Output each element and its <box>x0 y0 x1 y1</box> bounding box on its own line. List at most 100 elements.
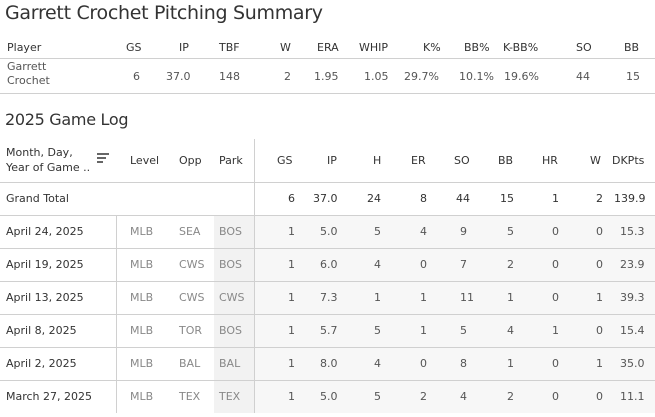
summary-k-bb-pct: 19.6% <box>504 70 539 83</box>
cell-w: 2 <box>596 192 603 205</box>
cell-bb: 1 <box>507 357 514 370</box>
cell-h: 5 <box>374 225 381 238</box>
col-header-whip[interactable]: WHIP <box>359 41 389 54</box>
col-header-ip[interactable]: IP <box>179 41 189 54</box>
cell-dkpts: 39.3 <box>620 291 645 304</box>
col-header-bb[interactable]: BB <box>624 41 640 54</box>
cell-date: March 27, 2025 <box>6 390 93 403</box>
col-header-w[interactable]: W <box>590 154 601 167</box>
cell-hr: 0 <box>552 258 559 271</box>
col-header-bb-pct[interactable]: BB% <box>464 41 490 54</box>
cell-so: 9 <box>460 225 467 238</box>
cell-date: April 19, 2025 <box>6 258 84 271</box>
cell-hr: 0 <box>552 291 559 304</box>
summary-data-row[interactable]: Garrett Crochet 6 37.0 148 2 1.95 1.05 2… <box>0 59 655 94</box>
summary-ip: 37.0 <box>166 70 191 83</box>
col-header-gs[interactable]: GS <box>277 154 293 167</box>
col-header-date[interactable]: Month, Day, Year of Game .. <box>6 146 91 174</box>
col-header-opp[interactable]: Opp <box>179 154 202 167</box>
cell-park: BAL <box>219 357 241 370</box>
cell-ip: 5.0 <box>320 390 338 403</box>
cell-hr: 0 <box>552 225 559 238</box>
cell-opp: CWS <box>179 291 205 304</box>
cell-park: CWS <box>219 291 245 304</box>
cell-h: 5 <box>374 324 381 337</box>
game-log-table: Month, Day, Year of Game .. Level Opp Pa… <box>0 139 655 413</box>
summary-w: 2 <box>284 70 291 83</box>
cell-so: 44 <box>456 192 470 205</box>
cell-gs: 6 <box>288 192 295 205</box>
col-header-so[interactable]: SO <box>454 154 470 167</box>
cell-dkpts: 11.1 <box>620 390 645 403</box>
cell-park: BOS <box>219 324 242 337</box>
col-header-level[interactable]: Level <box>130 154 160 167</box>
cell-opp: BAL <box>179 357 201 370</box>
col-header-w[interactable]: W <box>280 41 291 54</box>
cell-date: April 2, 2025 <box>6 357 77 370</box>
cell-gs: 1 <box>288 291 295 304</box>
cell-opp: TOR <box>179 324 203 337</box>
cell-h: 1 <box>374 291 381 304</box>
grand-total-row[interactable]: Grand Total 6 37.0 24 8 44 15 1 2 139.9 <box>0 183 655 216</box>
cell-ip: 8.0 <box>320 357 338 370</box>
cell-h: 24 <box>367 192 381 205</box>
cell-w: 1 <box>596 357 603 370</box>
col-header-dkpts[interactable]: DKPts <box>612 154 645 167</box>
cell-w: 0 <box>596 390 603 403</box>
col-header-er[interactable]: ER <box>411 154 426 167</box>
cell-er: 1 <box>420 291 427 304</box>
col-header-hr[interactable]: HR <box>542 154 558 167</box>
game-log-title: 2025 Game Log <box>5 110 129 129</box>
summary-k-pct: 29.7% <box>404 70 439 83</box>
cell-hr: 1 <box>552 324 559 337</box>
cell-park: TEX <box>219 390 241 403</box>
col-header-era[interactable]: ERA <box>317 41 339 54</box>
col-header-tbf[interactable]: TBF <box>219 41 240 54</box>
cell-ip: 5.7 <box>320 324 338 337</box>
cell-hr: 0 <box>552 357 559 370</box>
cell-opp: CWS <box>179 258 205 271</box>
cell-dkpts: 23.9 <box>620 258 645 271</box>
table-row[interactable]: April 2, 2025 MLB BAL BAL 1 8.0 4 0 8 1 … <box>0 348 655 381</box>
col-header-k-bb-pct[interactable]: K-BB% <box>503 41 539 54</box>
summary-gs: 6 <box>133 70 140 83</box>
cell-bb: 5 <box>507 225 514 238</box>
col-header-k-pct[interactable]: K% <box>423 41 441 54</box>
col-header-so[interactable]: SO <box>576 41 592 54</box>
cell-gs: 1 <box>288 390 295 403</box>
cell-w: 0 <box>596 258 603 271</box>
table-row[interactable]: April 13, 2025 MLB CWS CWS 1 7.3 1 1 11 … <box>0 282 655 315</box>
cell-ip: 37.0 <box>313 192 338 205</box>
table-row[interactable]: April 8, 2025 MLB TOR BOS 1 5.7 5 1 5 4 … <box>0 315 655 348</box>
col-header-bb[interactable]: BB <box>498 154 514 167</box>
col-header-gs[interactable]: GS <box>126 41 142 54</box>
table-row[interactable]: March 27, 2025 MLB TEX TEX 1 5.0 5 2 4 2… <box>0 381 655 413</box>
cell-gs: 1 <box>288 324 295 337</box>
cell-so: 7 <box>460 258 467 271</box>
cell-date: April 24, 2025 <box>6 225 84 238</box>
sort-icon[interactable] <box>97 153 109 163</box>
cell-level: MLB <box>130 324 154 337</box>
cell-opp: SEA <box>179 225 201 238</box>
summary-bb-pct: 10.1% <box>459 70 494 83</box>
cell-er: 4 <box>420 225 427 238</box>
col-header-player[interactable]: Player <box>7 41 42 54</box>
cell-level: MLB <box>130 291 154 304</box>
col-header-park[interactable]: Park <box>219 154 243 167</box>
table-row[interactable]: April 24, 2025 MLB SEA BOS 1 5.0 5 4 9 5… <box>0 216 655 249</box>
cell-h: 5 <box>374 390 381 403</box>
cell-bb: 1 <box>507 291 514 304</box>
cell-dkpts: 15.4 <box>620 324 645 337</box>
cell-dkpts: 35.0 <box>620 357 645 370</box>
cell-hr: 0 <box>552 390 559 403</box>
page-title: Garrett Crochet Pitching Summary <box>5 2 323 24</box>
cell-w: 0 <box>596 225 603 238</box>
cell-level: MLB <box>130 225 154 238</box>
cell-bb: 2 <box>507 258 514 271</box>
col-header-h[interactable]: H <box>373 154 382 167</box>
cell-date: April 13, 2025 <box>6 291 84 304</box>
cell-level: MLB <box>130 357 154 370</box>
cell-level: MLB <box>130 258 154 271</box>
col-header-ip[interactable]: IP <box>327 154 337 167</box>
table-row[interactable]: April 19, 2025 MLB CWS BOS 1 6.0 4 0 7 2… <box>0 249 655 282</box>
